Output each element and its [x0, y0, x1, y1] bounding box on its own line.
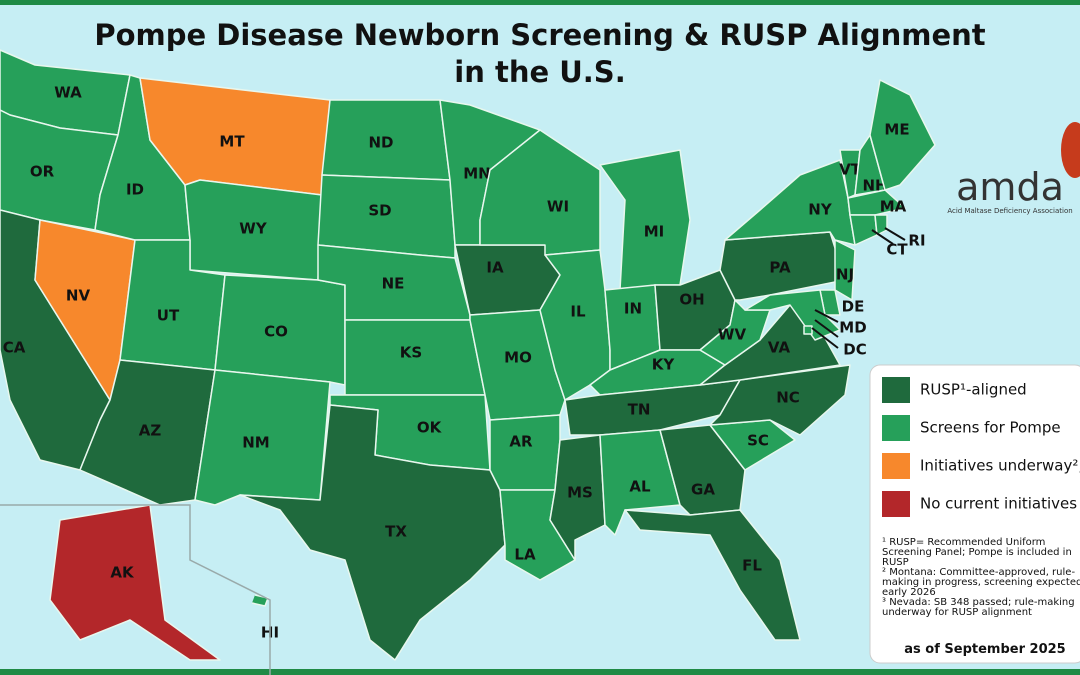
- footnote: Screening Panel; Pompe is included in: [882, 547, 1072, 558]
- state-label: FL: [742, 557, 762, 575]
- state-label: WA: [54, 84, 82, 102]
- footnote: ² Montana: Committee-approved, rule-: [882, 567, 1075, 578]
- state-label: ME: [884, 121, 909, 139]
- state-label: VA: [768, 339, 791, 357]
- top-border: [0, 0, 1080, 5]
- footnote: RUSP: [882, 557, 909, 568]
- state-label: CA: [3, 339, 26, 357]
- legend-swatch: [882, 415, 910, 441]
- state-label: IN: [624, 300, 642, 318]
- state-label: KS: [400, 344, 422, 362]
- legend-label: Screens for Pompe: [920, 419, 1061, 437]
- legend-label: Initiatives underway²,³: [920, 457, 1080, 475]
- state-label: GA: [691, 481, 715, 499]
- legend-swatch: [882, 453, 910, 479]
- state-label: AK: [110, 564, 135, 582]
- state-label: TX: [385, 523, 407, 541]
- state-label: NE: [382, 275, 405, 293]
- state-label: NC: [776, 389, 800, 407]
- state-label: NJ: [836, 266, 854, 284]
- logo-subtitle: Acid Maltase Deficiency Association: [947, 207, 1072, 215]
- state-label: MN: [463, 165, 490, 183]
- state-label: VT: [839, 161, 862, 179]
- state-label: MA: [880, 198, 907, 216]
- state-label: UT: [157, 307, 180, 325]
- state-label: SC: [747, 432, 769, 450]
- legend: RUSP¹-aligned Screens for Pompe Initiative…: [882, 377, 1080, 618]
- state-label: MI: [644, 223, 665, 241]
- footnote: making in progress, screening expected: [882, 577, 1080, 588]
- state-shape: [251, 594, 269, 607]
- legend-label: RUSP¹-aligned: [920, 381, 1027, 399]
- state-label: NM: [242, 434, 269, 452]
- state-label: AL: [629, 478, 651, 496]
- state-label: ID: [126, 181, 144, 199]
- state-label: OR: [30, 163, 55, 181]
- state-label: NY: [808, 201, 833, 219]
- bottom-border: [0, 669, 1080, 675]
- state-label: ND: [368, 134, 393, 152]
- state-label: WV: [718, 326, 747, 344]
- state-label: NV: [66, 287, 91, 305]
- date: as of September 2025: [904, 642, 1065, 657]
- state-label: KY: [652, 356, 676, 374]
- legend-box: [869, 364, 1080, 664]
- state-label: OK: [417, 419, 443, 437]
- state-label: RI: [908, 232, 925, 250]
- state-label: MO: [504, 349, 532, 367]
- state-shape: [239, 404, 506, 661]
- state-shape: [599, 149, 691, 291]
- footnote: early 2026: [882, 587, 936, 598]
- state-label: TN: [628, 401, 651, 419]
- legend-swatch: [882, 377, 910, 403]
- state-shape: [624, 509, 801, 641]
- leader-lines: [811, 227, 906, 349]
- state-shape: [803, 325, 813, 335]
- logo-name: amda: [956, 165, 1064, 209]
- state-label: CO: [264, 323, 288, 341]
- state-label: WI: [547, 198, 569, 216]
- state-label: IA: [486, 259, 504, 277]
- footnote: ³ Nevada: SB 348 passed; rule-making: [882, 597, 1075, 608]
- state-label: NH: [862, 177, 887, 195]
- inset-border: [0, 504, 271, 675]
- state-label: AR: [509, 433, 533, 451]
- legend-swatch: [882, 491, 910, 517]
- title-line1: Pompe Disease Newborn Screening & RUSP A…: [94, 18, 985, 52]
- state-label: DC: [843, 341, 866, 359]
- state-shape: [489, 414, 561, 491]
- logo-mark: [1061, 122, 1080, 178]
- state-label: DE: [842, 298, 865, 316]
- footnote: underway for RUSP alignment: [882, 607, 1032, 618]
- state-shape: [847, 189, 906, 216]
- state-shape: [834, 239, 856, 301]
- footnote: ¹ RUSP= Recommended Uniform: [882, 537, 1045, 548]
- state-label: MT: [219, 133, 245, 151]
- state-label: MD: [839, 319, 866, 337]
- state-label: SD: [368, 202, 391, 220]
- state-label: MS: [567, 484, 593, 502]
- state-label: LA: [514, 546, 536, 564]
- states: WA OR CA NV ID MT WY UT CO AZ NM ND SD NE KS OK TX MN IA MO…: [0, 49, 936, 661]
- state-label: IL: [570, 303, 586, 321]
- legend-label: No current initiatives: [920, 495, 1077, 513]
- title-line2: in the U.S.: [454, 55, 625, 89]
- state-label: PA: [769, 259, 791, 277]
- state-shape: [744, 289, 841, 341]
- state-shape: [49, 504, 221, 661]
- state-label: AZ: [139, 422, 162, 440]
- state-shape: [724, 159, 856, 246]
- state-label: CT: [886, 241, 908, 259]
- state-label: OH: [679, 291, 704, 309]
- state-label: WY: [239, 220, 268, 238]
